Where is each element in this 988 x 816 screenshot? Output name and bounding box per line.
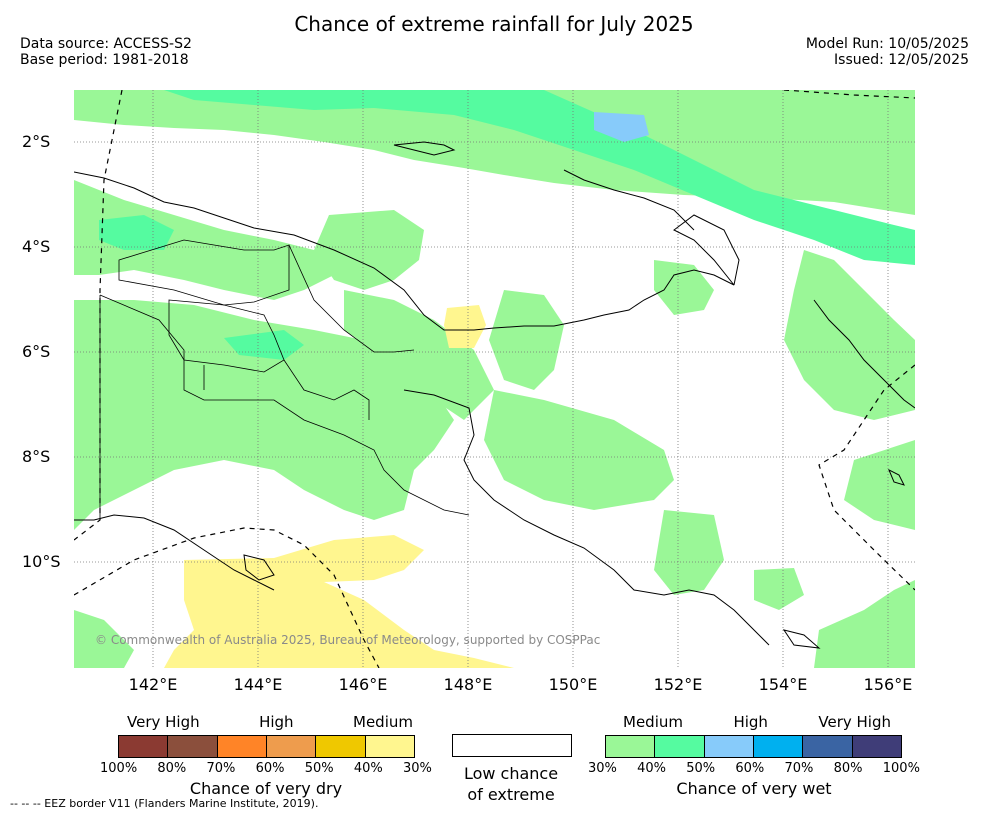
legend-wet-cat-medium: Medium — [623, 713, 683, 731]
legend-wet-tick: 50% — [686, 761, 716, 776]
chart-title: Chance of extreme rainfall for July 2025 — [294, 12, 694, 36]
lat-label-2s: 2°S — [22, 132, 51, 151]
legend-dry-colorbar — [118, 735, 415, 758]
legend-dry-swatch — [168, 736, 218, 757]
legend-dry-tick: 100% — [100, 761, 138, 776]
legend-wet: Medium High Very High 30% 40% 50% 60% 70… — [588, 713, 920, 798]
legend-wet-cat-very-high: Very High — [818, 713, 891, 731]
data-source: Data source: ACCESS-S2 — [20, 36, 192, 52]
legend-low-caption: Low chance of extreme — [445, 763, 577, 805]
lat-label-4s: 4°S — [22, 237, 51, 256]
legend-wet-ticks: 30% 40% 50% 60% 70% 80% 100% — [588, 761, 920, 776]
legend-wet-tick: 30% — [588, 761, 617, 776]
legend-dry-swatch — [217, 736, 267, 757]
issued-date: Issued: 12/05/2025 — [834, 52, 969, 68]
legend-wet-swatch — [655, 736, 705, 757]
lon-label-154e: 154°E — [758, 675, 808, 694]
legend-wet-tick: 100% — [882, 761, 920, 776]
legend-wet-categories: Medium High Very High — [588, 713, 920, 731]
legend-dry-cat-very-high: Very High — [127, 713, 200, 731]
legend-dry-tick: 30% — [403, 761, 432, 776]
dry-medium-regions — [164, 305, 514, 668]
lat-label-10s: 10°S — [22, 552, 61, 571]
wet-high-regions — [99, 90, 915, 360]
legend-wet-caption: Chance of very wet — [676, 779, 832, 798]
legend-wet-colorbar — [605, 735, 902, 758]
legend-dry-swatch — [316, 736, 366, 757]
lon-label-142e: 142°E — [128, 675, 178, 694]
legend-dry-tick: 50% — [304, 761, 334, 776]
legend-dry-swatch — [365, 736, 414, 757]
legend-dry-swatch — [119, 736, 169, 757]
lat-label-8s: 8°S — [22, 447, 51, 466]
legend-dry-categories: Very High High Medium — [100, 713, 432, 731]
legend-dry-tick: 60% — [255, 761, 285, 776]
legend-wet-swatch — [852, 736, 901, 757]
legend-dry-swatch — [266, 736, 317, 757]
eez-borders — [74, 90, 915, 668]
legend-wet-tick: 70% — [784, 761, 814, 776]
lon-label-146e: 146°E — [338, 675, 388, 694]
base-period: Base period: 1981-2018 — [20, 52, 189, 68]
lat-label-6s: 6°S — [22, 342, 51, 361]
legend-dry-cat-medium: Medium — [353, 713, 413, 731]
legend-dry-tick: 40% — [353, 761, 383, 776]
model-run: Model Run: 10/05/2025 — [805, 36, 969, 52]
legend-low-line1: Low chance — [463, 764, 559, 783]
coastlines — [74, 141, 915, 649]
legend-dry-caption: Chance of very dry — [189, 779, 343, 798]
legend-low-line2: of extreme — [467, 785, 555, 804]
graticule — [74, 90, 915, 668]
lon-label-148e: 148°E — [443, 675, 493, 694]
lon-label-152e: 152°E — [653, 675, 703, 694]
meta-right: Model Run: 10/05/2025 Issued: 12/05/2025 — [806, 36, 969, 68]
legend-wet-swatch — [606, 736, 656, 757]
legend-wet-tick: 80% — [833, 761, 863, 776]
legend-low-swatch — [452, 734, 572, 757]
lon-label-150e: 150°E — [548, 675, 598, 694]
legend-dry-tick: 80% — [157, 761, 187, 776]
lon-label-156e: 156°E — [863, 675, 913, 694]
legend-dry-ticks: 100% 80% 70% 60% 50% 40% 30% — [100, 761, 432, 776]
legend-wet-swatch — [803, 736, 853, 757]
legend-wet-swatch — [704, 736, 754, 757]
meta-left: Data source: ACCESS-S2 Base period: 1981… — [20, 36, 192, 68]
legend-wet-tick: 60% — [735, 761, 765, 776]
rainfall-map — [74, 90, 915, 668]
lon-label-144e: 144°E — [233, 675, 283, 694]
eez-border-note: -- -- -- EEZ border V11 (Flanders Marine… — [10, 797, 319, 810]
copyright-notice: © Commonwealth of Australia 2025, Bureau… — [95, 633, 601, 647]
legend-dry-cat-high: High — [259, 713, 294, 731]
legend-wet-swatch — [753, 736, 804, 757]
legend-dry-tick: 70% — [206, 761, 236, 776]
legend-dry: Very High High Medium 100% 80% 70% 60% 5… — [100, 713, 432, 798]
legend-wet-tick: 40% — [637, 761, 667, 776]
legend-wet-cat-high: High — [733, 713, 768, 731]
